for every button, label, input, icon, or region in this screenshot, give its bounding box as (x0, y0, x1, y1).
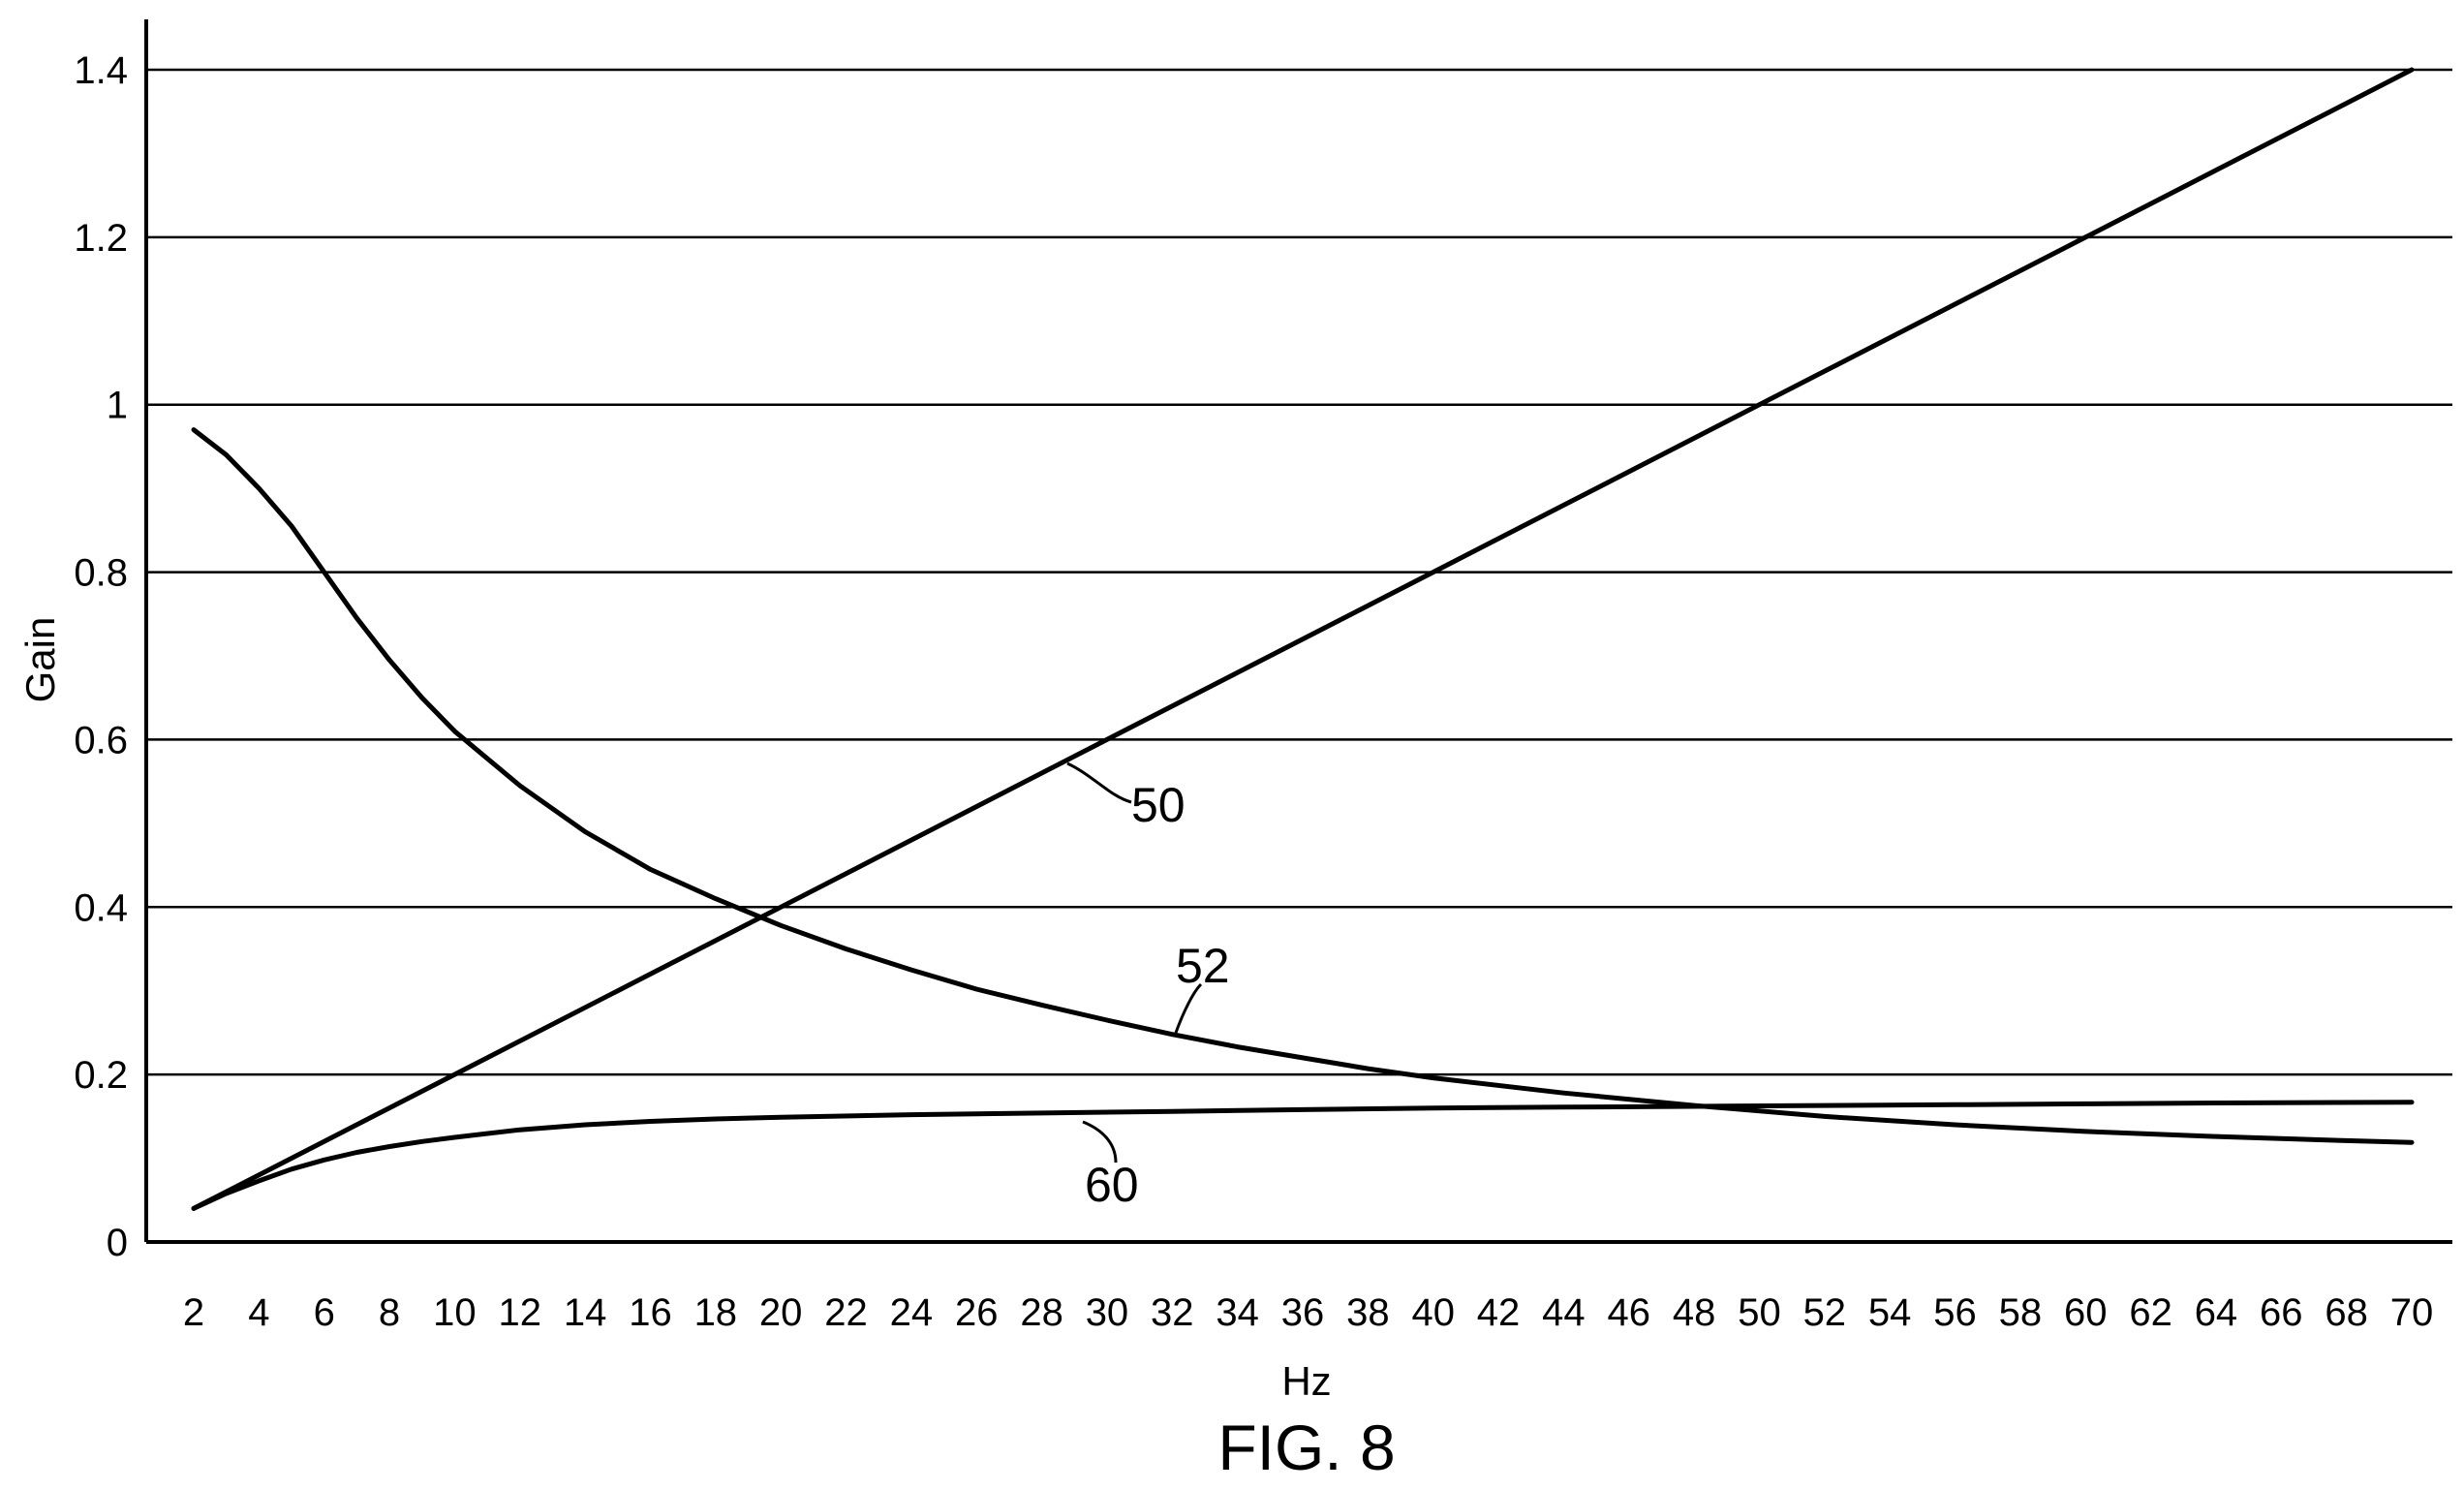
y-tick-label: 1 (107, 385, 128, 427)
x-tick-label: 48 (1673, 1291, 1716, 1334)
x-tick-label: 60 (2064, 1291, 2108, 1334)
x-axis-title: Hz (1281, 1358, 1331, 1404)
leader-line-52 (1174, 982, 1203, 1034)
y-tick-label: 0.4 (74, 886, 128, 929)
x-tick-label: 24 (890, 1291, 934, 1334)
x-tick-label: 52 (1803, 1291, 1847, 1334)
y-tick-label: 0.2 (74, 1054, 128, 1097)
y-tick-label: 0.6 (74, 719, 128, 761)
series-line-52 (191, 427, 2415, 1145)
x-tick-label: 34 (1216, 1291, 1259, 1334)
x-tick-label: 62 (2129, 1291, 2172, 1334)
x-tick-label: 66 (2260, 1291, 2303, 1334)
x-tick-label: 30 (1086, 1291, 1129, 1334)
y-axis-title: Gain (17, 617, 63, 703)
tick-labels: 00.20.40.60.811.21.42 4 6 8 10 12 14 16 18 20 22 24… (74, 49, 2433, 1334)
axes (144, 19, 2452, 1244)
y-tick-label: 0.8 (74, 552, 128, 595)
y-tick-label: 0 (107, 1222, 128, 1264)
y-tick-label: 1.2 (74, 217, 128, 260)
x-tick-label: 20 (759, 1291, 803, 1334)
x-tick-label: 22 (824, 1291, 868, 1334)
x-tick-label: 38 (1346, 1291, 1390, 1334)
leader-line-50 (1066, 761, 1132, 804)
x-tick-label: 70 (2390, 1291, 2434, 1334)
series-lines (191, 67, 2415, 1211)
x-tick-label: 42 (1477, 1291, 1521, 1334)
x-tick-label: 56 (1933, 1291, 1977, 1334)
leader-line-60 (1082, 1120, 1118, 1164)
x-tick-label: 50 (1738, 1291, 1781, 1334)
x-tick-label: 16 (629, 1291, 672, 1334)
x-tick-label: 26 (955, 1291, 999, 1334)
x-tick-label: 46 (1608, 1291, 1651, 1334)
x-tick-label: 44 (1542, 1291, 1586, 1334)
y-tick-label: 1.4 (74, 49, 128, 92)
x-tick-label: 4 (248, 1291, 269, 1334)
x-tick-label: 2 (183, 1291, 204, 1334)
series-line-50 (191, 67, 2415, 1211)
x-tick-label: 54 (1868, 1291, 1912, 1334)
x-tick-label: 8 (379, 1291, 400, 1334)
figure-caption: FIG. 8 (1217, 1412, 1395, 1483)
x-tick-label: 18 (694, 1291, 738, 1334)
x-tick-label: 12 (499, 1291, 542, 1334)
series-reference-labels: 50 52 60 (1066, 761, 1230, 1212)
x-tick-label: 14 (564, 1291, 607, 1334)
series-label-52: 52 (1176, 939, 1230, 993)
series-line-60 (191, 1100, 2415, 1211)
x-tick-label: 32 (1151, 1291, 1194, 1334)
grid-lines (146, 68, 2452, 1076)
x-tick-label: 36 (1281, 1291, 1325, 1334)
x-tick-label: 10 (433, 1291, 477, 1334)
series-label-60: 60 (1085, 1158, 1139, 1212)
x-tick-label: 68 (2325, 1291, 2368, 1334)
x-tick-label: 6 (314, 1291, 335, 1334)
x-tick-label: 64 (2195, 1291, 2238, 1334)
series-label-50: 50 (1131, 778, 1186, 832)
x-tick-label: 40 (1411, 1291, 1455, 1334)
x-tick-label: 28 (1020, 1291, 1063, 1334)
x-tick-label: 58 (1999, 1291, 2043, 1334)
